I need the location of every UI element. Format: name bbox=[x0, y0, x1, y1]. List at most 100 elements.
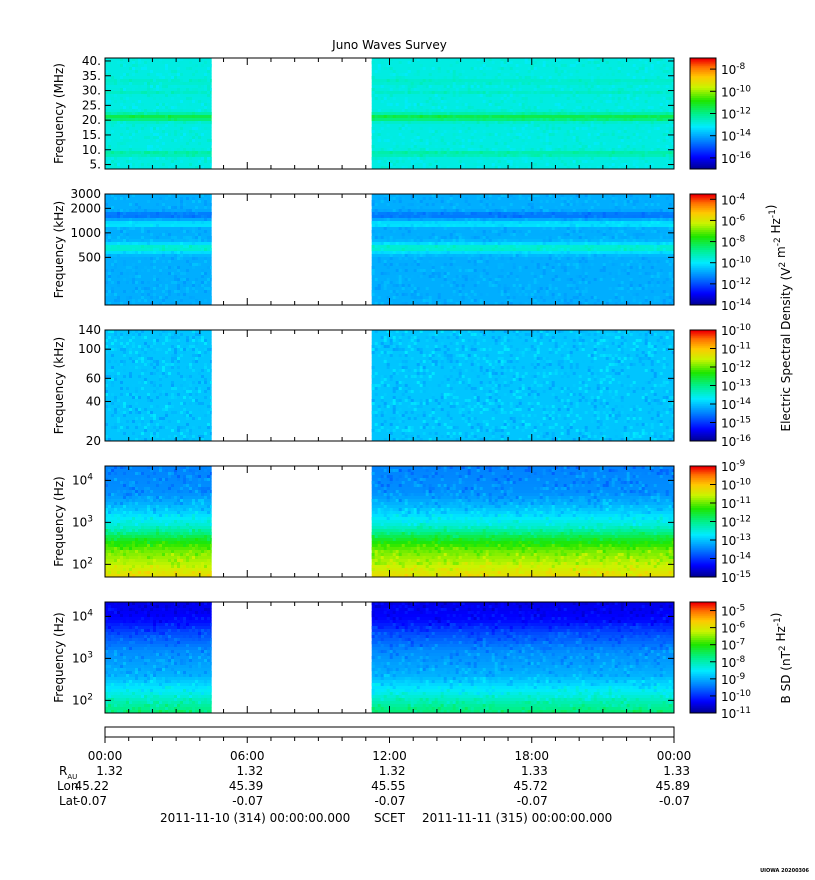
colorbar-swatch bbox=[690, 157, 716, 160]
spectrogram-cell bbox=[434, 272, 438, 275]
spectrogram-cell bbox=[162, 215, 165, 218]
spectrogram-cell bbox=[455, 91, 459, 94]
spectrogram-cell bbox=[536, 351, 540, 354]
spectrogram-cell bbox=[120, 396, 123, 399]
spectrogram-cell bbox=[198, 121, 201, 124]
spectrogram-cell bbox=[575, 284, 579, 287]
spectrogram-cell bbox=[144, 61, 147, 64]
spectrogram-cell bbox=[183, 206, 186, 209]
spectrogram-cell bbox=[650, 348, 654, 351]
spectrogram-cell bbox=[410, 275, 414, 278]
spectrogram-cell bbox=[449, 233, 453, 236]
spectrogram-cell bbox=[518, 88, 522, 91]
spectrogram-cell bbox=[425, 112, 429, 115]
spectrogram-cell bbox=[551, 293, 555, 296]
spectrogram-cell bbox=[464, 154, 468, 157]
spectrogram-cell bbox=[434, 76, 438, 79]
spectrogram-cell bbox=[524, 339, 528, 342]
spectrogram-cell bbox=[563, 70, 567, 73]
spectrogram-cell bbox=[479, 348, 483, 351]
spectrogram-cell bbox=[180, 251, 183, 254]
spectrogram-cell bbox=[174, 435, 177, 438]
spectrogram-cell bbox=[569, 212, 573, 215]
spectrogram-cell bbox=[195, 88, 198, 91]
spectrogram-cell bbox=[536, 206, 540, 209]
spectrogram-cell bbox=[425, 302, 429, 305]
spectrogram-cell bbox=[192, 64, 195, 67]
spectrogram-cell bbox=[440, 209, 444, 212]
spectrogram-cell bbox=[629, 330, 633, 333]
spectrogram-cell bbox=[629, 145, 633, 148]
spectrogram-cell bbox=[371, 76, 674, 80]
spectrogram-cell bbox=[464, 275, 468, 278]
spectrogram-cell bbox=[171, 76, 174, 79]
spectrogram-cell bbox=[183, 435, 186, 438]
spectrogram-cell bbox=[386, 124, 390, 127]
spectrogram-cell bbox=[638, 130, 642, 133]
spectrogram-cell bbox=[629, 100, 633, 103]
spectrogram-cell bbox=[509, 357, 513, 360]
spectrogram-cell bbox=[626, 197, 630, 200]
spectrogram-cell bbox=[416, 160, 420, 163]
spectrogram-cell bbox=[596, 133, 600, 136]
spectrogram-cell bbox=[671, 302, 674, 305]
spectrogram-cell bbox=[377, 197, 381, 200]
spectrogram-cell bbox=[647, 106, 651, 109]
spectrogram-cell bbox=[377, 284, 381, 287]
spectrogram-cell bbox=[383, 82, 387, 85]
spectrogram-cell bbox=[180, 61, 183, 64]
spectrogram-cell bbox=[210, 160, 212, 163]
spectrogram-cell bbox=[572, 64, 576, 67]
spectrogram-cell bbox=[144, 218, 147, 221]
spectrogram-cell bbox=[392, 197, 396, 200]
spectrogram-cell bbox=[530, 212, 534, 215]
spectrogram-cell bbox=[449, 333, 453, 336]
spectrogram-cell bbox=[641, 212, 645, 215]
spectrogram-cell bbox=[458, 118, 462, 121]
spectrogram-cell bbox=[377, 354, 381, 357]
spectrogram-cell bbox=[144, 245, 147, 248]
spectrogram-cell bbox=[497, 91, 501, 94]
spectrogram-cell bbox=[392, 336, 396, 339]
spectrogram-cell bbox=[168, 166, 171, 169]
spectrogram-cell bbox=[434, 242, 438, 245]
spectrogram-cell bbox=[114, 411, 117, 414]
spectrogram-cell bbox=[117, 296, 120, 299]
spectrogram-cell bbox=[428, 112, 432, 115]
spectrogram-cell bbox=[114, 197, 117, 200]
spectrogram-cell bbox=[497, 284, 501, 287]
spectrogram-cell bbox=[593, 230, 597, 233]
spectrogram-cell bbox=[647, 342, 651, 345]
spectrogram-cell bbox=[452, 127, 456, 130]
spectrogram-cell bbox=[386, 345, 390, 348]
spectrogram-cell bbox=[491, 209, 495, 212]
spectrogram-cell bbox=[156, 348, 159, 351]
spectrogram-cell bbox=[653, 148, 657, 151]
spectrogram-cell bbox=[171, 257, 174, 260]
spectrogram-cell bbox=[386, 242, 390, 245]
spectrogram-cell bbox=[186, 411, 189, 414]
spectrogram-cell bbox=[629, 200, 633, 203]
spectrogram-cell bbox=[533, 290, 537, 293]
spectrogram-cell bbox=[560, 70, 564, 73]
spectrogram-cell bbox=[461, 296, 465, 299]
spectrogram-cell bbox=[503, 209, 507, 212]
spectrogram-cell bbox=[539, 330, 543, 333]
spectrogram-cell bbox=[569, 130, 573, 133]
spectrogram-cell bbox=[584, 85, 588, 88]
spectrogram-cell bbox=[629, 281, 633, 284]
spectrogram-cell bbox=[620, 330, 624, 333]
spectrogram-cell bbox=[461, 112, 465, 115]
spectrogram-cell bbox=[599, 218, 603, 221]
spectrogram-cell bbox=[488, 284, 492, 287]
spectrogram-cell bbox=[590, 263, 594, 266]
spectrogram-cell bbox=[467, 227, 471, 230]
spectrogram-cell bbox=[539, 215, 543, 218]
spectrogram-cell bbox=[431, 269, 435, 272]
spectrogram-cell bbox=[458, 287, 462, 290]
spectrogram-cell bbox=[117, 82, 120, 85]
spectrogram-cell bbox=[584, 106, 588, 109]
spectrogram-cell bbox=[371, 272, 375, 275]
spectrogram-cell bbox=[494, 281, 498, 284]
